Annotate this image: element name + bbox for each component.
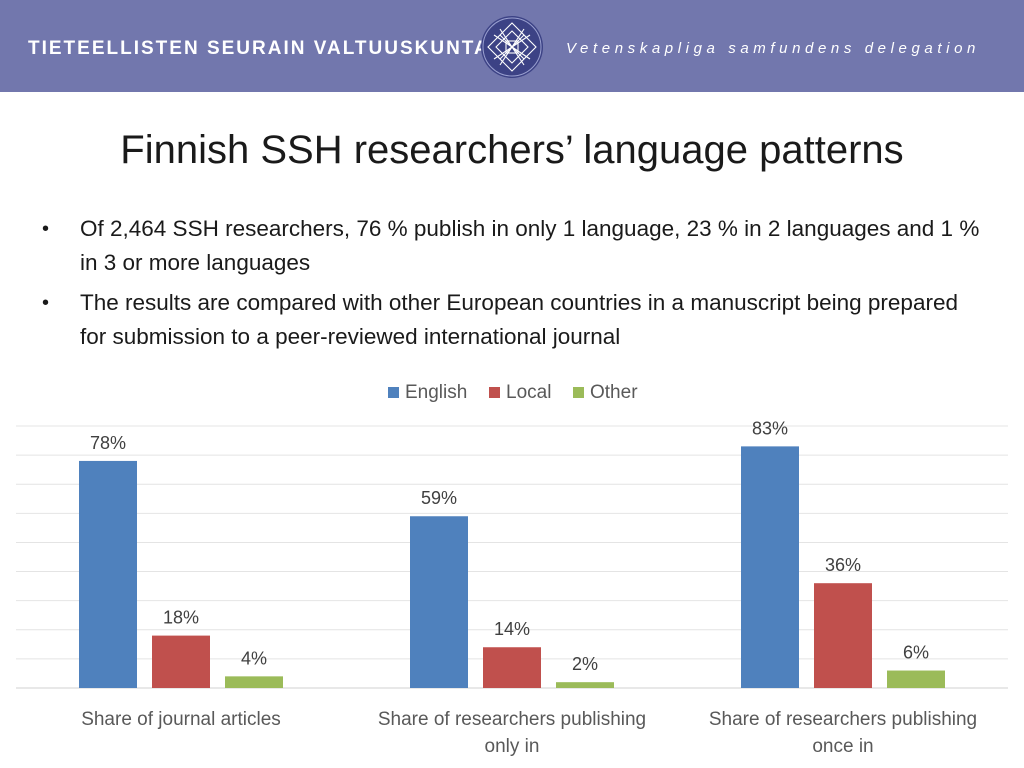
legend-label-english: English xyxy=(405,382,467,403)
bullet-item: • The results are compared with other Eu… xyxy=(40,286,990,354)
bar-other xyxy=(225,676,283,688)
data-label: 4% xyxy=(241,648,267,668)
legend-swatch-other xyxy=(573,387,584,398)
data-label: 36% xyxy=(825,555,861,575)
legend-swatch-english xyxy=(388,387,399,398)
bar-english xyxy=(410,516,468,688)
category-label-line: Share of journal articles xyxy=(81,709,281,730)
lattice-emblem-icon xyxy=(481,16,543,78)
data-label: 6% xyxy=(903,643,929,663)
data-label: 78% xyxy=(90,433,126,453)
bar-other xyxy=(556,682,614,688)
bullet-text: Of 2,464 SSH researchers, 76 % publish i… xyxy=(80,216,980,275)
bar-english xyxy=(741,446,799,688)
data-label: 2% xyxy=(572,654,598,674)
data-label: 83% xyxy=(752,418,788,438)
bar-local xyxy=(152,635,210,688)
bullet-dot-icon: • xyxy=(42,218,50,240)
org-name-finnish: TIETEELLISTEN SEURAIN VALTUUSKUNTA xyxy=(28,38,490,59)
bullet-text: The results are compared with other Euro… xyxy=(80,290,958,349)
data-label: 18% xyxy=(163,608,199,628)
category-label: Share of researchers publishing only in xyxy=(378,709,646,757)
category-label-line: Share of researchers publishing xyxy=(378,709,646,730)
legend-label-other: Other xyxy=(590,382,638,403)
slide-title: Finnish SSH researchers’ language patter… xyxy=(120,128,904,172)
bullet-dot-icon: • xyxy=(42,292,50,314)
org-name-swedish: Vetenskapliga samfundens delegation xyxy=(566,40,980,57)
bullet-list: • Of 2,464 SSH researchers, 76 % publish… xyxy=(40,212,990,360)
legend-label-local: Local xyxy=(506,382,551,403)
category-label-line: once in xyxy=(812,736,873,757)
data-label: 59% xyxy=(421,488,457,508)
bar-local xyxy=(814,583,872,688)
category-label-line: only in xyxy=(485,736,540,757)
language-bar-chart: English Local Other 78% 18% 4% Share of journa… xyxy=(16,382,1008,757)
bullet-item: • Of 2,464 SSH researchers, 76 % publish… xyxy=(40,212,990,280)
bar-other xyxy=(887,670,945,688)
bar-local xyxy=(483,647,541,688)
category-label: Share of researchers publishing once in xyxy=(709,709,977,757)
legend-swatch-local xyxy=(489,387,500,398)
data-label: 14% xyxy=(494,619,530,639)
category-label-line: Share of researchers publishing xyxy=(709,709,977,730)
bar-english xyxy=(79,460,137,688)
category-label: Share of journal articles xyxy=(81,709,281,730)
header-banner: TIETEELLISTEN SEURAIN VALTUUSKUNTA Veten… xyxy=(0,0,1024,92)
